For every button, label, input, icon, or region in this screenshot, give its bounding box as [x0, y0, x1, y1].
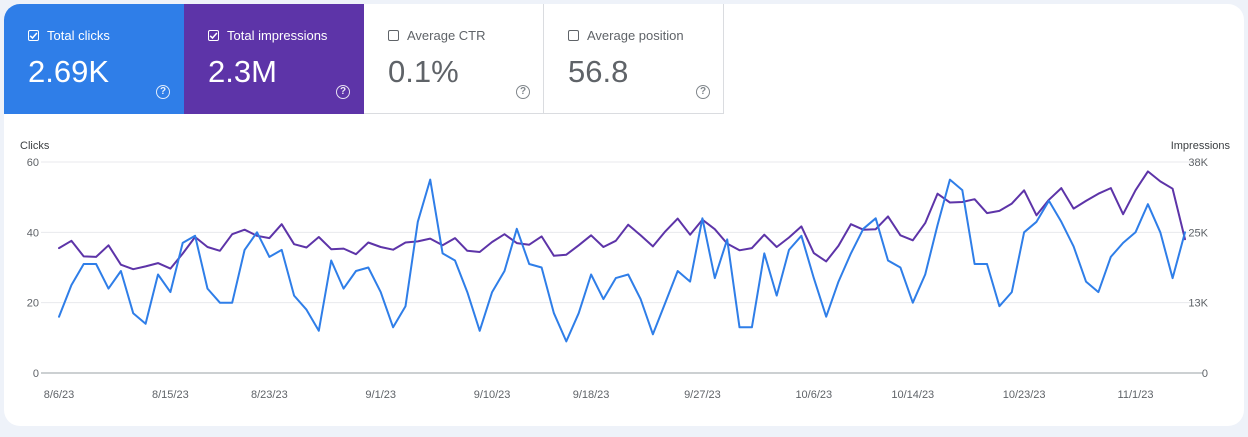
help-icon[interactable]: ?: [156, 85, 170, 99]
metric-total-clicks[interactable]: Total clicks 2.69K ?: [4, 4, 184, 114]
right-tick-label: 13K: [1188, 298, 1208, 310]
metric-label: Total impressions: [227, 28, 328, 43]
performance-chart: Clicks Impressions 0 20 40 60 0 13K 25K 38K 8/…: [20, 140, 1231, 401]
metric-tabs: Total clicks 2.69K ? Total impressions 2…: [4, 4, 724, 114]
metric-value: 2.69K: [28, 54, 110, 89]
left-tick-label: 40: [27, 227, 39, 239]
checkbox-unchecked-icon[interactable]: [568, 30, 579, 41]
right-axis-ticks: 0 13K 25K 38K: [1188, 157, 1208, 380]
x-tick-label: 8/15/23: [152, 389, 189, 401]
series-lines: [58, 170, 1186, 343]
metric-average-ctr[interactable]: Average CTR 0.1% ?: [364, 4, 544, 114]
x-tick-label: 8/6/23: [44, 389, 75, 401]
x-tick-label: 8/23/23: [251, 389, 288, 401]
left-tick-label: 20: [27, 298, 39, 310]
x-axis-ticks: 8/6/23 8/15/23 8/23/23 9/1/23 9/10/23 9/18/23…: [44, 389, 1154, 401]
performance-card: Total clicks 2.69K ? Total impressions 2…: [4, 4, 1244, 426]
series-line-impressions[interactable]: [58, 170, 1186, 271]
left-axis-title: Clicks: [20, 140, 50, 152]
x-tick-label: 9/10/23: [474, 389, 511, 401]
x-tick-label: 10/14/23: [891, 389, 934, 401]
metric-value: 56.8: [568, 54, 629, 89]
right-tick-label: 0: [1202, 368, 1208, 380]
x-tick-label: 9/18/23: [573, 389, 610, 401]
left-axis-ticks: 0 20 40 60: [27, 157, 39, 380]
right-axis-title: Impressions: [1171, 140, 1231, 152]
metric-label: Average position: [587, 28, 684, 43]
metric-average-position[interactable]: Average position 56.8 ?: [544, 4, 724, 114]
right-tick-label: 38K: [1188, 157, 1208, 169]
left-tick-label: 60: [27, 157, 39, 169]
metric-value: 0.1%: [388, 54, 459, 89]
x-tick-label: 9/27/23: [684, 389, 721, 401]
x-tick-label: 10/23/23: [1003, 389, 1046, 401]
x-tick-label: 11/1/23: [1118, 389, 1154, 401]
gridlines: [41, 161, 1203, 374]
x-tick-label: 9/1/23: [365, 389, 396, 401]
x-tick-label: 10/6/23: [795, 389, 832, 401]
metric-label: Total clicks: [47, 28, 110, 43]
checkbox-checked-icon[interactable]: [28, 30, 39, 41]
checkbox-unchecked-icon[interactable]: [388, 30, 399, 41]
help-icon[interactable]: ?: [336, 85, 350, 99]
metric-total-impressions[interactable]: Total impressions 2.3M ?: [184, 4, 364, 114]
checkbox-checked-icon[interactable]: [208, 30, 219, 41]
left-tick-label: 0: [33, 368, 39, 380]
right-tick-label: 25K: [1188, 227, 1208, 239]
metric-label: Average CTR: [407, 28, 486, 43]
series-line-clicks[interactable]: [58, 178, 1186, 343]
help-icon[interactable]: ?: [516, 85, 530, 99]
metric-value: 2.3M: [208, 54, 277, 89]
help-icon[interactable]: ?: [696, 85, 710, 99]
